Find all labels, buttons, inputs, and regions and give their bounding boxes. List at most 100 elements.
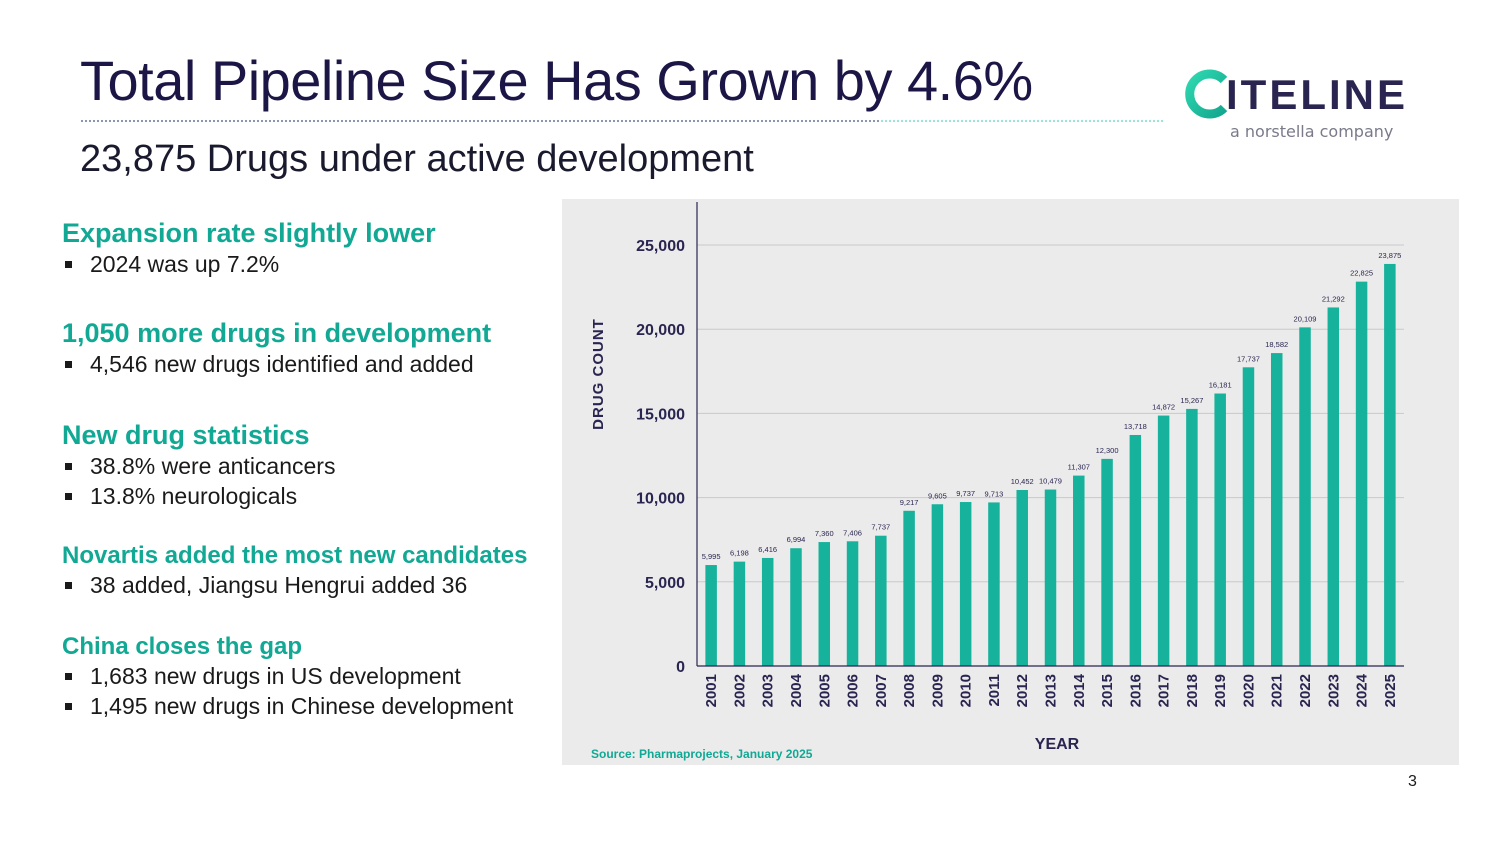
logo-wordmark: ITELINE xyxy=(1226,71,1409,118)
data-label: 6,198 xyxy=(730,549,749,558)
bar xyxy=(959,502,972,666)
bar xyxy=(761,557,774,666)
bullet-item: 2024 was up 7.2% xyxy=(62,249,562,279)
x-tick-label: 2013 xyxy=(1043,674,1060,707)
bullet-list: 1,683 new drugs in US development 1,495 … xyxy=(62,661,562,721)
bar xyxy=(818,542,831,666)
x-tick-label: 2010 xyxy=(958,674,975,707)
y-tick-label: 10,000 xyxy=(636,491,685,508)
data-label: 7,737 xyxy=(871,523,890,532)
bar xyxy=(988,502,1000,666)
data-label: 13,718 xyxy=(1124,422,1147,431)
bar xyxy=(1384,263,1396,666)
bar xyxy=(931,504,944,666)
y-axis-title: DRUG COUNT xyxy=(590,318,607,430)
bullet-item: 1,683 new drugs in US development xyxy=(62,661,562,691)
bullet-item: 13.8% neurologicals xyxy=(62,481,562,511)
x-tick-label: 2012 xyxy=(1014,674,1031,707)
x-axis-title: YEAR xyxy=(1035,736,1080,753)
bar xyxy=(1242,367,1255,666)
section-novartis: Novartis added the most new candidates 3… xyxy=(62,542,562,633)
data-label: 20,109 xyxy=(1294,314,1317,323)
slide-title: Total Pipeline Size Has Grown by 4.6% xyxy=(80,49,1033,112)
title-divider xyxy=(80,119,1165,123)
bar xyxy=(1355,281,1368,666)
x-tick-label: 2006 xyxy=(845,674,862,707)
bullet-item: 1,495 new drugs in Chinese development xyxy=(62,691,562,721)
x-tick-label: 2014 xyxy=(1071,673,1088,707)
x-tick-label: 2016 xyxy=(1127,674,1144,707)
x-tick-label: 2015 xyxy=(1099,674,1116,707)
data-label: 7,360 xyxy=(815,529,834,538)
x-tick-label: 2004 xyxy=(788,673,805,707)
section-heading: China closes the gap xyxy=(62,633,303,660)
data-label: 21,292 xyxy=(1322,294,1345,303)
section-more-drugs: 1,050 more drugs in development 4,546 ne… xyxy=(62,318,562,420)
section-expansion-rate: Expansion rate slightly lower 2024 was u… xyxy=(62,218,562,318)
data-label: 14,872 xyxy=(1152,403,1175,412)
bar xyxy=(1016,489,1028,666)
y-tick-label: 0 xyxy=(676,659,685,676)
data-label: 18,582 xyxy=(1265,340,1288,349)
chart-svg: 5,995 6,198 6,416 6,994 7,360 7,406 7,737 9,217… xyxy=(590,202,1404,761)
data-label: 5,995 xyxy=(702,552,721,561)
bullet-list: 38 added, Jiangsu Hengrui added 36 xyxy=(62,570,562,600)
x-tick-label: 2005 xyxy=(816,674,833,707)
bar xyxy=(705,565,717,666)
bar xyxy=(1214,393,1226,666)
data-label: 10,479 xyxy=(1039,477,1062,486)
logo-tagline: a norstella company xyxy=(1230,122,1394,141)
x-tick-label: 2001 xyxy=(703,674,720,707)
data-label: 23,875 xyxy=(1378,251,1401,260)
bar xyxy=(846,541,859,666)
data-label: 9,605 xyxy=(928,491,947,500)
data-label: 10,452 xyxy=(1011,477,1034,486)
x-tick-label: 2025 xyxy=(1382,674,1399,707)
bullet-item: 38 added, Jiangsu Hengrui added 36 xyxy=(62,570,562,600)
data-label: 17,737 xyxy=(1237,354,1260,363)
bar xyxy=(1044,489,1057,666)
citeline-c-icon xyxy=(1185,69,1228,119)
section-heading: Expansion rate slightly lower xyxy=(62,218,436,248)
chart-source: Source: Pharmaprojects, January 2025 xyxy=(591,747,813,761)
bullet-item: 38.8% were anticancers xyxy=(62,451,562,481)
x-tick-label: 2009 xyxy=(929,674,946,707)
x-tick-label: 2024 xyxy=(1354,673,1371,707)
bar xyxy=(1129,434,1142,666)
bullet-list: 38.8% were anticancers 13.8% neurologica… xyxy=(62,451,562,511)
data-label: 6,994 xyxy=(787,535,806,544)
citeline-logo: ITELINE a norstella company xyxy=(1180,64,1430,144)
section-heading: Novartis added the most new candidates xyxy=(62,542,528,569)
data-label: 9,217 xyxy=(900,498,919,507)
bar xyxy=(875,535,887,666)
bar xyxy=(790,548,802,666)
y-tick-label: 5,000 xyxy=(645,575,685,592)
x-tick-label: 2011 xyxy=(986,674,1003,707)
bar xyxy=(1186,408,1198,666)
x-tick-label: 2021 xyxy=(1269,674,1286,707)
data-label: 16,181 xyxy=(1209,381,1232,390)
data-label: 9,713 xyxy=(985,489,1004,498)
section-china: China closes the gap 1,683 new drugs in … xyxy=(62,633,562,721)
slide-subtitle: 23,875 Drugs under active development xyxy=(80,138,754,180)
bar xyxy=(1073,475,1085,666)
bar xyxy=(1299,327,1311,666)
title-divider-accent xyxy=(880,119,1165,123)
bar xyxy=(903,510,915,666)
data-label: 7,406 xyxy=(843,528,862,537)
x-tick-label: 2023 xyxy=(1325,674,1342,707)
data-label: 6,416 xyxy=(758,545,777,554)
x-tick-label: 2008 xyxy=(901,674,918,707)
section-heading: New drug statistics xyxy=(62,420,310,450)
section-heading: 1,050 more drugs in development xyxy=(62,318,492,348)
x-tick-label: 2007 xyxy=(873,674,890,707)
bar xyxy=(1101,458,1113,666)
data-label: 12,300 xyxy=(1096,446,1119,455)
pipeline-bar-chart: 5,995 6,198 6,416 6,994 7,360 7,406 7,737 9,217… xyxy=(562,199,1459,765)
data-label: 15,267 xyxy=(1180,396,1203,405)
x-tick-label: 2022 xyxy=(1297,674,1314,707)
y-tick-label: 20,000 xyxy=(636,322,685,339)
data-label: 9,737 xyxy=(956,489,975,498)
bar xyxy=(733,561,746,666)
key-findings: Expansion rate slightly lower 2024 was u… xyxy=(62,218,562,721)
